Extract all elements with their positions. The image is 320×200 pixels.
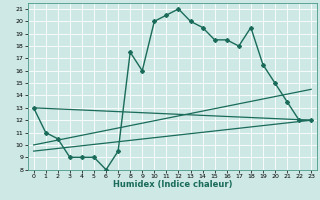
X-axis label: Humidex (Indice chaleur): Humidex (Indice chaleur) [113, 180, 232, 189]
